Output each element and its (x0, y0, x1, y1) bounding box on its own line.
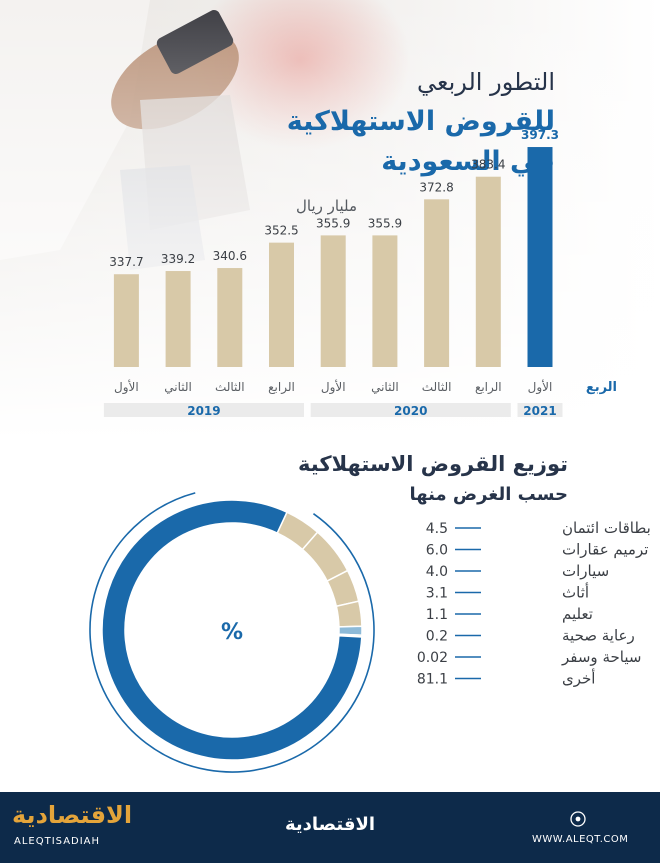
legend-category: رعاية صحية (562, 627, 635, 645)
legend-category: بطاقات ائتمان (562, 519, 651, 537)
legend-category: أخرى (562, 669, 595, 688)
donut-center-label: % (221, 620, 243, 645)
donut-outer-ring (89, 492, 375, 773)
legend-value: 6.0 (426, 543, 448, 559)
bar-value-label: 355.9 (316, 216, 350, 230)
legend-category: سيارات (562, 562, 609, 580)
footer-logo-en: ALEQTISADIAH (14, 836, 101, 847)
donut-slice (101, 499, 363, 761)
legend-value: 0.02 (417, 650, 448, 666)
year-label: 2021 (523, 404, 556, 418)
bar-value-label: 352.5 (264, 224, 298, 238)
quarter-label: الرابع (475, 380, 502, 395)
legend-category: تعليم (562, 605, 593, 623)
year-label: 2020 (394, 404, 427, 418)
quarter-label: الأول (528, 379, 553, 395)
quarter-label: الثالث (422, 380, 452, 394)
legend-value: 4.0 (426, 564, 448, 580)
legend-category: سياحة وسفر (561, 648, 641, 666)
bar-chart: 397.3 الأول 383.4 الرابع 372.8 الثالث 355.9 الث… (103, 128, 617, 418)
year-band (310, 403, 511, 417)
quarter-label: الرابع (268, 380, 295, 395)
bar-value-label: 339.2 (161, 252, 195, 266)
bar (165, 271, 191, 367)
year-label: 2019 (187, 404, 220, 418)
bar (424, 199, 450, 367)
quarter-label: الثاني (164, 380, 192, 394)
bar-value-label: 337.7 (109, 255, 143, 269)
bar-value-label: 355.9 (368, 216, 402, 230)
donut-chart: % بطاقات ائتمان 4.5 ترميم عقارات 6.0 سيارات 4.… (89, 492, 651, 773)
bar (113, 274, 139, 367)
bar-value-label: 397.3 (521, 128, 559, 142)
website-icon (570, 811, 586, 827)
bar-value-label: 340.6 (213, 249, 247, 263)
bar (527, 147, 553, 367)
distribution-title-line-2: حسب الغرض منها (409, 484, 568, 505)
chart-title-line-1: التطور الربعي (416, 68, 555, 96)
footer-logo-ar: الاقتصادية (12, 801, 133, 829)
footer: الاقتصادية ALEQTISADIAH الاقتصادية WWW.A… (0, 792, 660, 863)
chart-title-line-2: للقروض الاستهلاكية (286, 106, 555, 137)
bar (269, 242, 294, 367)
legend-value: 81.1 (417, 672, 448, 688)
quarter-label: الأول (321, 379, 346, 395)
bar (372, 235, 398, 367)
chart-title: التطور الربعي للقروض الاستهلاكية في السع… (195, 62, 555, 182)
chart-title-line-3: في السعودية (381, 146, 555, 177)
donut-slice (335, 600, 363, 628)
unit-label: مليار ريال (296, 197, 357, 215)
year-band (517, 403, 563, 417)
quarter-label: الأول (114, 379, 139, 395)
footer-website: WWW.ALEQT.COM (532, 834, 629, 845)
legend-category: ترميم عقارات (562, 541, 648, 559)
legend-category: أثاث (562, 583, 589, 602)
footer-center-logo: الاقتصادية (284, 814, 376, 835)
bar (217, 268, 243, 367)
distribution-title: توزيع القروض الاستهلاكية حسب الغرض منها (298, 448, 568, 510)
legend-value: 4.5 (426, 521, 448, 537)
quarter-label: الثالث (215, 380, 245, 394)
bar-value-label: 383.4 (471, 158, 505, 172)
year-band (103, 403, 305, 417)
legend-value: 3.1 (426, 586, 448, 602)
legend-value: 0.2 (426, 629, 448, 645)
x-axis-title: الربع (586, 380, 617, 395)
legend-value: 1.1 (426, 607, 448, 623)
bar-value-label: 372.8 (419, 180, 453, 194)
quarter-label: الثاني (371, 380, 399, 394)
distribution-title-line-1: توزيع القروض الاستهلاكية (298, 452, 568, 476)
bar (475, 176, 501, 367)
bar (320, 235, 346, 367)
